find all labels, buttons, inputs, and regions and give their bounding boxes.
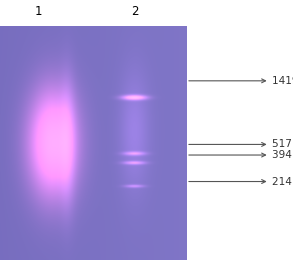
Text: 394 pb: 394 pb xyxy=(272,150,293,160)
Text: 1: 1 xyxy=(34,5,42,19)
Text: 517 pb: 517 pb xyxy=(272,139,293,149)
Text: 1419 pb: 1419 pb xyxy=(272,76,293,86)
Text: 214 pb: 214 pb xyxy=(272,176,293,187)
Text: 2: 2 xyxy=(131,5,139,19)
